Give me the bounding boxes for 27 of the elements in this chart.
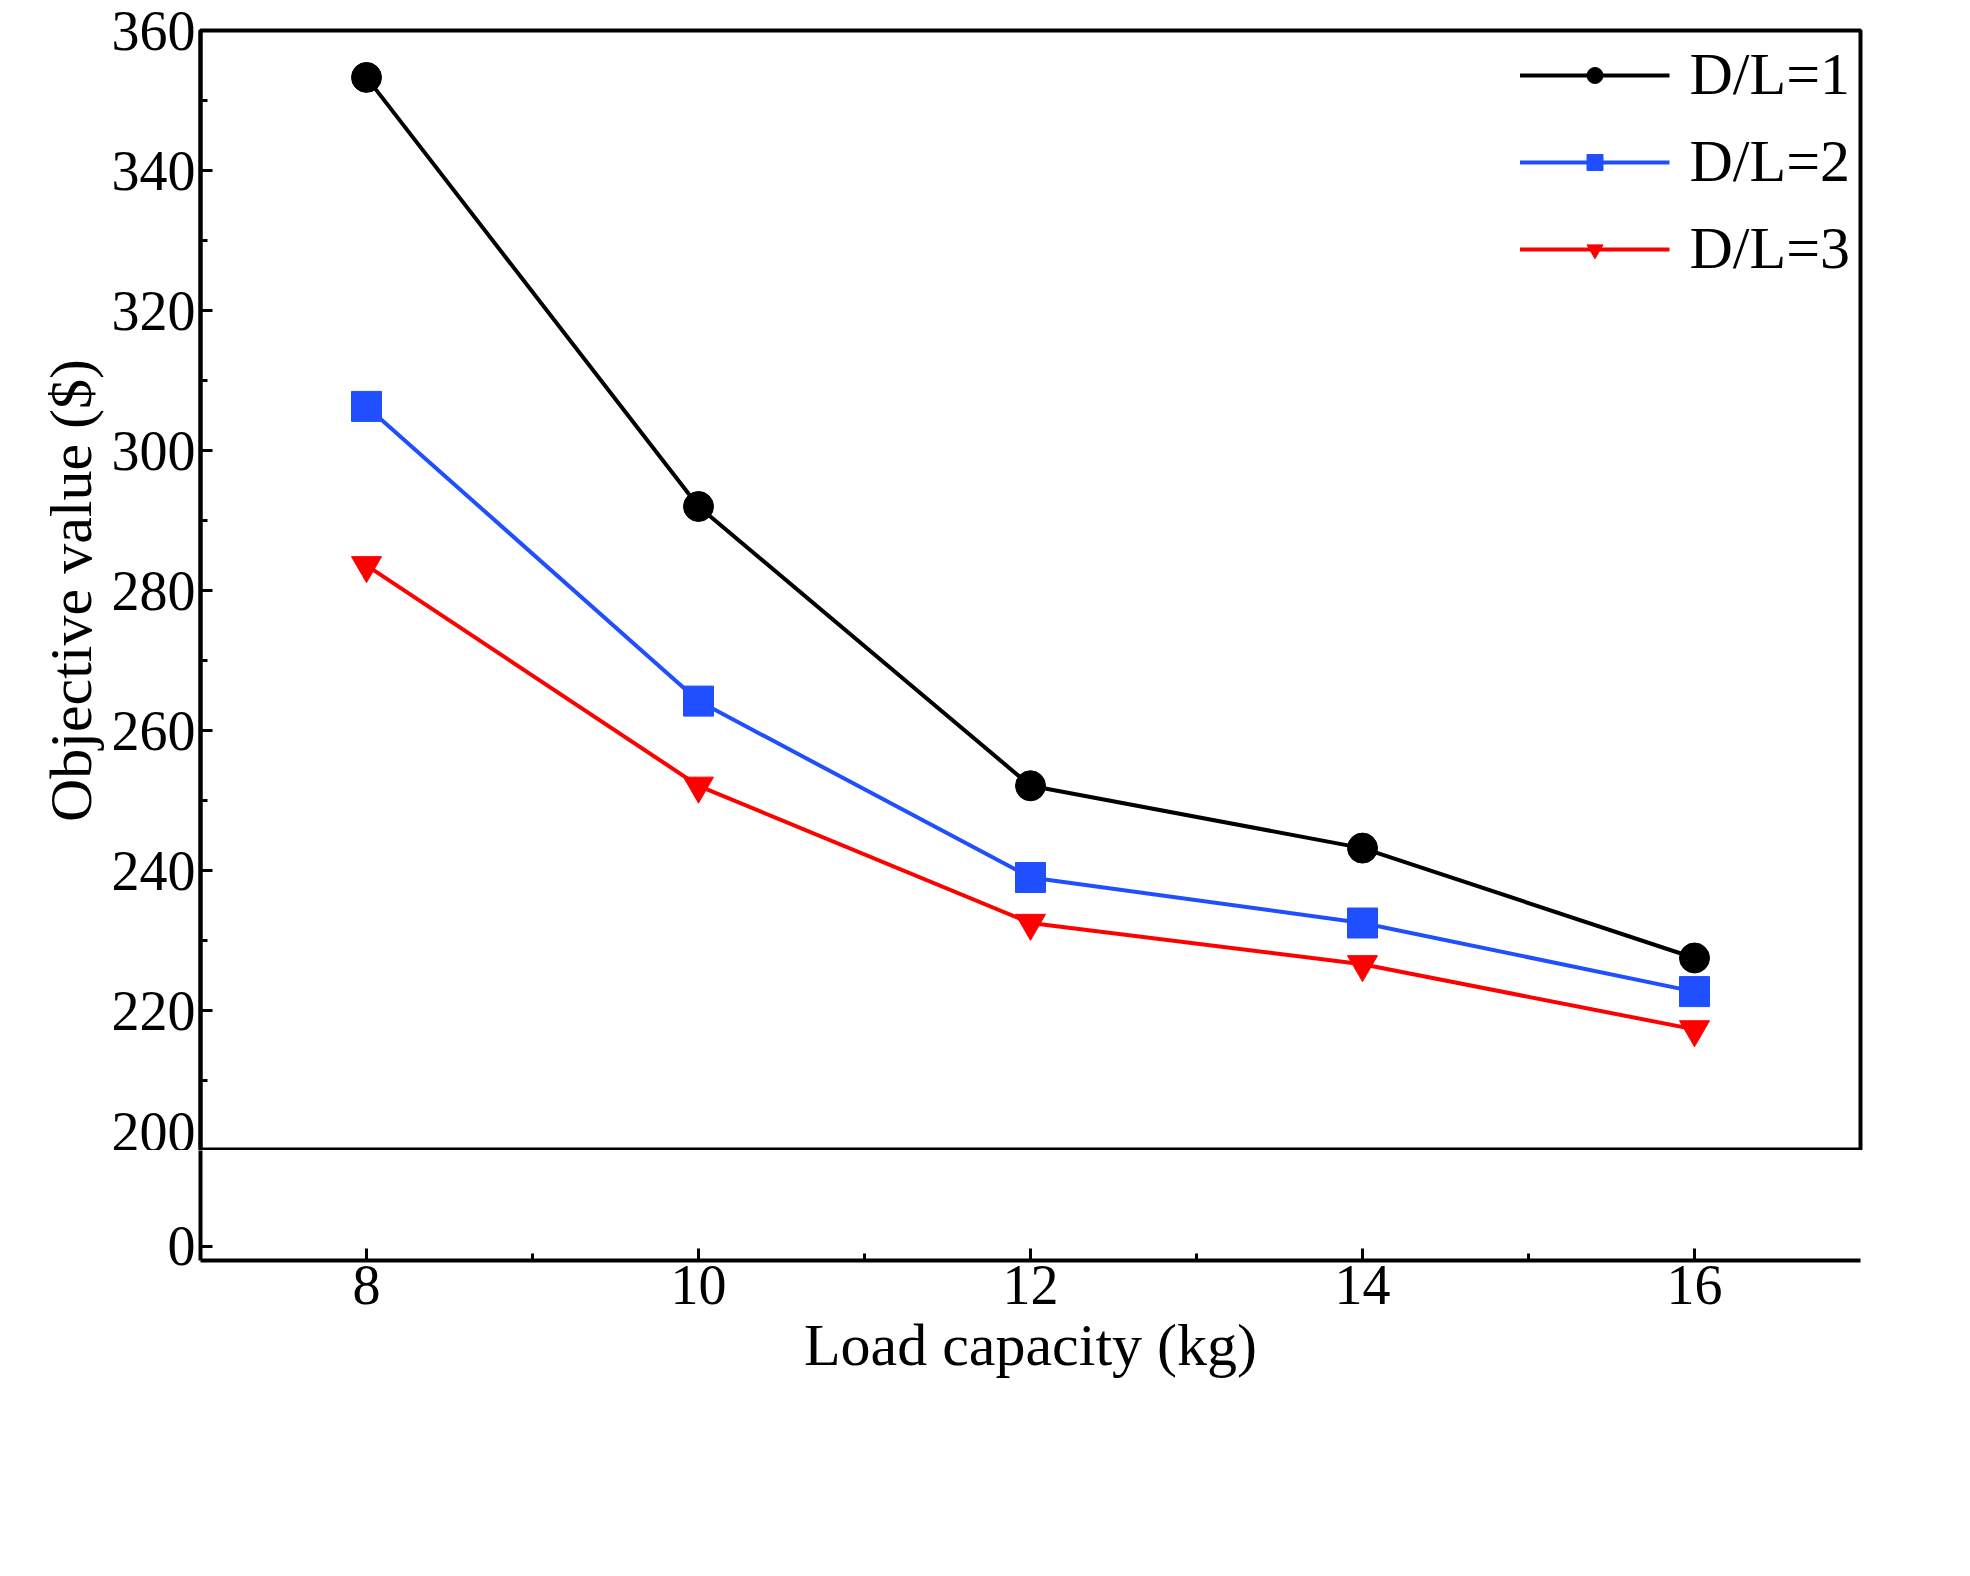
x-tick-label: 10 (670, 1253, 727, 1316)
y-tick-label: 360 (111, 0, 196, 62)
point (351, 61, 382, 93)
x-tick-label: 8 (352, 1253, 381, 1316)
y-tick-label: 260 (111, 699, 196, 762)
y-tick-label: 240 (111, 839, 196, 902)
y-tick-label: 280 (111, 559, 196, 622)
point (1347, 907, 1378, 939)
y-axis-title: Objective value ($) (37, 358, 104, 823)
legend-label: D/L=2 (1689, 127, 1850, 196)
point (351, 390, 382, 422)
point (683, 685, 714, 717)
point (1015, 770, 1046, 802)
point (683, 491, 714, 522)
y-tick-label: 300 (111, 419, 196, 482)
y-tick-label: 220 (111, 979, 196, 1042)
point (1679, 942, 1710, 974)
y-tick-label: 320 (111, 279, 196, 342)
point (1347, 832, 1378, 864)
point (1015, 862, 1046, 893)
x-tick-label: 14 (1334, 1253, 1391, 1316)
point (1679, 976, 1710, 1008)
legend-label: D/L=1 (1689, 40, 1850, 109)
legend-label: D/L=3 (1689, 214, 1850, 283)
text: 0 (167, 1215, 196, 1278)
y-tick-label: 340 (111, 139, 196, 202)
x-tick-label: 16 (1666, 1253, 1723, 1316)
